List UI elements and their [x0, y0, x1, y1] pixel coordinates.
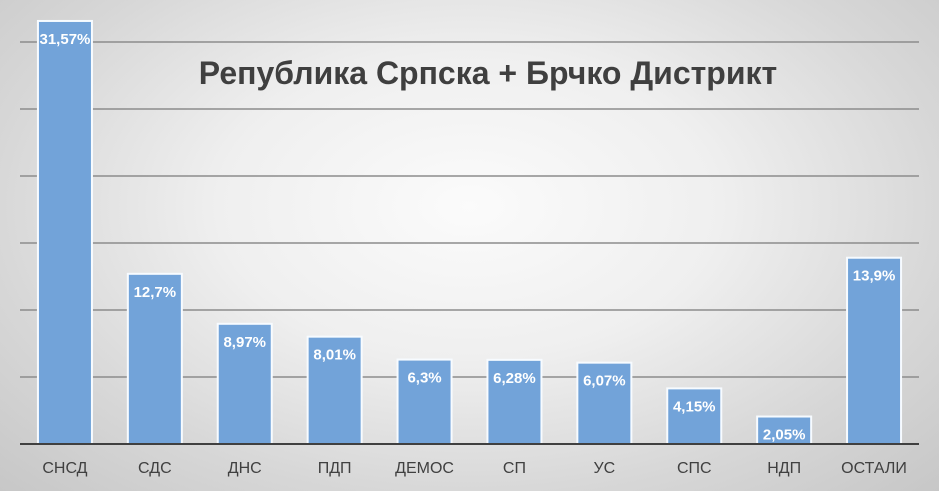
x-axis-category-label: НДП	[767, 460, 801, 477]
x-axis-category-label: ДЕМОС	[395, 460, 454, 477]
bar	[846, 256, 903, 445]
bars	[36, 19, 903, 446]
data-label: 8,97%	[223, 334, 266, 351]
data-labels: 31,57% 12,7% 8,97% 8,01% 6,3% 6,28% 6,07% 4,15%…	[40, 31, 896, 444]
x-axis-category-label: ДНС	[228, 460, 262, 477]
x-axis-category-label: УС	[593, 460, 615, 477]
bar	[126, 272, 183, 445]
bar	[666, 387, 723, 446]
x-axis-category-label: ОСТАЛИ	[841, 460, 907, 477]
data-label: 8,01%	[313, 347, 356, 364]
data-label: 6,28%	[493, 370, 536, 387]
x-axis-category-label: СПС	[677, 460, 712, 477]
x-axis-category-label: ПДП	[318, 460, 352, 477]
data-label: 4,15%	[673, 398, 716, 415]
x-axis-category-label: СП	[503, 460, 526, 477]
data-label: 31,57%	[40, 31, 91, 48]
data-label: 12,7%	[134, 284, 177, 301]
x-axis-category-label: СНСД	[42, 460, 87, 477]
data-label: 6,07%	[583, 373, 626, 390]
bar	[576, 361, 633, 445]
x-axis-category-label: СДС	[138, 460, 172, 477]
chart-title: Република Српска + Брчко Дистрикт	[199, 55, 777, 91]
data-label: 2,05%	[763, 427, 806, 444]
x-axis-categories: СНСД СДС ДНС ПДП ДЕМОС СП УС СПС НДП ОСТАЛИ	[42, 460, 907, 477]
bar	[396, 358, 453, 445]
data-label: 6,3%	[407, 370, 441, 387]
data-label: 13,9%	[853, 268, 896, 285]
bar	[216, 322, 273, 445]
bar	[36, 19, 93, 445]
bar	[486, 358, 543, 445]
